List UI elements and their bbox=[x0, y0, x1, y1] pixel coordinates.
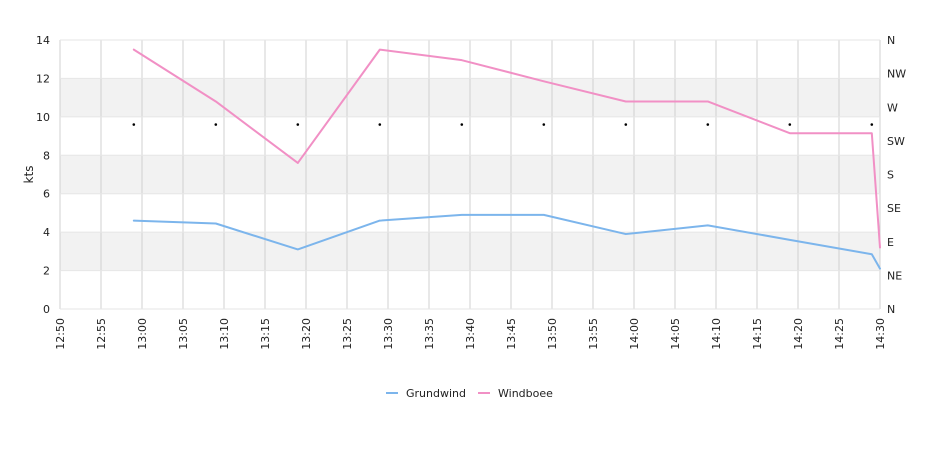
direction-tick-label: SE bbox=[887, 202, 901, 215]
y-tick-label: 12 bbox=[36, 72, 50, 85]
direction-marker bbox=[542, 123, 546, 126]
direction-tick-label: SW bbox=[887, 135, 905, 148]
direction-marker bbox=[870, 123, 874, 126]
x-tick-label: 14:25 bbox=[833, 318, 846, 350]
x-tick-label: 13:25 bbox=[341, 318, 354, 350]
x-tick-label: 13:00 bbox=[136, 318, 149, 350]
direction-marker bbox=[132, 123, 136, 126]
y-tick-label: 6 bbox=[43, 188, 50, 201]
x-tick-label: 14:05 bbox=[669, 318, 682, 350]
x-tick-label: 13:55 bbox=[587, 318, 600, 350]
x-tick-label: 13:40 bbox=[464, 318, 477, 350]
series-line-windboee bbox=[132, 48, 881, 249]
legend: Grundwind Windboee bbox=[386, 387, 553, 400]
right-direction-axis: N NE E SE S SW W NW N bbox=[887, 34, 906, 316]
y-tick-label: 2 bbox=[43, 265, 50, 278]
direction-tick-label: NE bbox=[887, 269, 902, 282]
direction-marker bbox=[706, 123, 710, 126]
x-tick-label: 14:20 bbox=[792, 318, 805, 350]
y-axis-label: kts bbox=[22, 166, 36, 184]
series-lines bbox=[132, 48, 881, 270]
y-tick-label: 4 bbox=[43, 226, 50, 239]
x-tick-label: 12:50 bbox=[54, 318, 67, 350]
x-tick-label: 14:15 bbox=[751, 318, 764, 350]
direction-tick-label: S bbox=[887, 169, 894, 182]
direction-tick-label: NW bbox=[887, 68, 906, 81]
x-tick-label: 14:30 bbox=[874, 318, 887, 350]
y-tick-label: 8 bbox=[43, 149, 50, 162]
direction-tick-label: N bbox=[887, 303, 895, 316]
x-tick-label: 13:30 bbox=[382, 318, 395, 350]
direction-marker bbox=[788, 123, 792, 126]
x-tick-label: 13:45 bbox=[505, 318, 518, 350]
legend-item-windboee[interactable]: Windboee bbox=[478, 387, 553, 400]
direction-marker bbox=[378, 123, 382, 126]
x-tick-label: 14:00 bbox=[628, 318, 641, 350]
x-tick-label: 13:50 bbox=[546, 318, 559, 350]
x-axis-ticks: 12:50 12:55 13:00 13:05 13:10 13:15 13:20 13:25… bbox=[54, 318, 887, 350]
horizontal-gridlines bbox=[60, 39, 880, 310]
x-tick-label: 13:10 bbox=[218, 318, 231, 350]
y-tick-label: 14 bbox=[36, 34, 50, 47]
y-tick-label: 0 bbox=[43, 303, 50, 316]
direction-marker bbox=[624, 123, 628, 126]
x-tick-label: 13:15 bbox=[259, 318, 272, 350]
direction-tick-label: W bbox=[887, 101, 898, 114]
legend-label: Grundwind bbox=[406, 387, 466, 400]
x-tick-label: 13:20 bbox=[300, 318, 313, 350]
direction-marker bbox=[296, 123, 300, 126]
y-axis-ticks: 0 2 4 6 8 10 12 14 bbox=[36, 34, 50, 316]
direction-tick-label: E bbox=[887, 236, 894, 249]
vertical-gridlines bbox=[59, 40, 881, 309]
legend-label: Windboee bbox=[498, 387, 553, 400]
series-line-grundwind bbox=[132, 213, 881, 270]
x-tick-label: 13:35 bbox=[423, 318, 436, 350]
direction-marker bbox=[214, 123, 218, 126]
legend-item-grundwind[interactable]: Grundwind bbox=[386, 387, 466, 400]
direction-markers bbox=[132, 123, 874, 126]
y-tick-label: 10 bbox=[36, 111, 50, 124]
direction-tick-label: N bbox=[887, 34, 895, 47]
x-tick-label: 12:55 bbox=[95, 318, 108, 350]
x-tick-label: 14:10 bbox=[710, 318, 723, 350]
x-tick-label: 13:05 bbox=[177, 318, 190, 350]
direction-marker bbox=[460, 123, 464, 126]
